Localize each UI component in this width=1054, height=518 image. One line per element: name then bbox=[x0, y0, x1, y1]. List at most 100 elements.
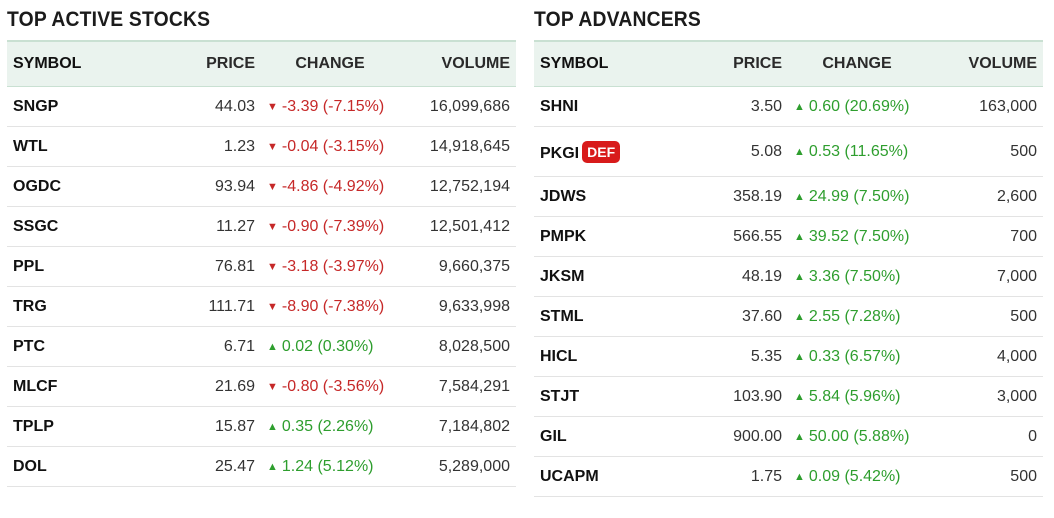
volume-cell: 500 bbox=[926, 126, 1043, 177]
triangle-up-icon: ▲ bbox=[267, 420, 278, 433]
change-cell: ▲ 1.24 (5.12%) bbox=[261, 446, 399, 487]
change-cell: ▼ -0.80 (-3.56%) bbox=[261, 366, 399, 407]
table-header-row: SYMBOL PRICE CHANGE VOLUME bbox=[7, 40, 516, 87]
change-value: -4.86 (-4.92%) bbox=[281, 177, 385, 195]
table-row[interactable]: STML 37.60 ▲ 2.55 (7.28%) 500 bbox=[534, 296, 1043, 337]
volume-cell: 9,633,998 bbox=[399, 286, 516, 327]
symbol-link[interactable]: UCAPM bbox=[540, 467, 599, 485]
table-row[interactable]: SNGP 44.03 ▼ -3.39 (-7.15%) 16,099,686 bbox=[7, 86, 516, 127]
table-row[interactable]: SHNI 3.50 ▲ 0.60 (20.69%) 163,000 bbox=[534, 86, 1043, 127]
symbol-cell: MLCF bbox=[7, 366, 117, 407]
table-row[interactable]: PKGI DEF 5.08 ▲ 0.53 (11.65%) 500 bbox=[534, 126, 1043, 177]
symbol-link[interactable]: MLCF bbox=[13, 377, 58, 395]
symbol-link[interactable]: TRG bbox=[13, 297, 47, 315]
triangle-down-icon: ▼ bbox=[267, 140, 278, 153]
change-cell: ▲ 0.09 (5.42%) bbox=[788, 456, 926, 497]
change-cell: ▲ 39.52 (7.50%) bbox=[788, 216, 926, 257]
table-row[interactable]: STJT 103.90 ▲ 5.84 (5.96%) 3,000 bbox=[534, 376, 1043, 417]
volume-cell: 500 bbox=[926, 296, 1043, 337]
change-cell: ▲ 0.53 (11.65%) bbox=[788, 126, 926, 177]
symbol-cell: PPL bbox=[7, 246, 117, 287]
symbol-cell: PKGI DEF bbox=[534, 126, 644, 177]
symbol-header[interactable]: SYMBOL bbox=[534, 40, 644, 87]
change-cell: ▼ -4.86 (-4.92%) bbox=[261, 166, 399, 207]
price-cell: 5.08 bbox=[644, 126, 788, 177]
table-row[interactable]: TPLP 15.87 ▲ 0.35 (2.26%) 7,184,802 bbox=[7, 406, 516, 447]
volume-cell: 8,028,500 bbox=[399, 326, 516, 367]
triangle-down-icon: ▼ bbox=[267, 380, 278, 393]
advancers-body: SHNI 3.50 ▲ 0.60 (20.69%) 163,000 PKGI DEF 5.08… bbox=[534, 86, 1043, 497]
symbol-cell: PTC bbox=[7, 326, 117, 367]
price-header[interactable]: PRICE bbox=[117, 40, 261, 87]
symbol-link[interactable]: PKGI bbox=[540, 144, 580, 162]
table-row[interactable]: JDWS 358.19 ▲ 24.99 (7.50%) 2,600 bbox=[534, 176, 1043, 217]
triangle-down-icon: ▼ bbox=[267, 220, 278, 233]
symbol-link[interactable]: HICL bbox=[540, 347, 578, 365]
volume-cell: 7,584,291 bbox=[399, 366, 516, 407]
symbol-link[interactable]: JDWS bbox=[540, 187, 587, 205]
symbol-cell: STML bbox=[534, 296, 644, 337]
triangle-up-icon: ▲ bbox=[794, 230, 805, 243]
symbol-link[interactable]: PTC bbox=[13, 337, 45, 355]
price-cell: 44.03 bbox=[117, 86, 261, 127]
change-cell: ▼ -3.18 (-3.97%) bbox=[261, 246, 399, 287]
price-cell: 21.69 bbox=[117, 366, 261, 407]
table-row[interactable]: OGDC 93.94 ▼ -4.86 (-4.92%) 12,752,194 bbox=[7, 166, 516, 207]
table-row[interactable]: PMPK 566.55 ▲ 39.52 (7.50%) 700 bbox=[534, 216, 1043, 257]
triangle-up-icon: ▲ bbox=[794, 310, 805, 323]
symbol-link[interactable]: PPL bbox=[13, 257, 45, 275]
change-value: 0.35 (2.26%) bbox=[281, 417, 374, 435]
volume-header[interactable]: VOLUME bbox=[926, 40, 1043, 87]
table-row[interactable]: UCAPM 1.75 ▲ 0.09 (5.42%) 500 bbox=[534, 456, 1043, 497]
table-row[interactable]: TRG 111.71 ▼ -8.90 (-7.38%) 9,633,998 bbox=[7, 286, 516, 327]
symbol-link[interactable]: STML bbox=[540, 307, 584, 325]
change-cell: ▲ 0.02 (0.30%) bbox=[261, 326, 399, 367]
symbol-link[interactable]: SHNI bbox=[540, 97, 579, 115]
symbol-link[interactable]: GIL bbox=[540, 427, 567, 445]
symbol-cell: JDWS bbox=[534, 176, 644, 217]
table-row[interactable]: DOL 25.47 ▲ 1.24 (5.12%) 5,289,000 bbox=[7, 446, 516, 487]
change-cell: ▲ 24.99 (7.50%) bbox=[788, 176, 926, 217]
symbol-header[interactable]: SYMBOL bbox=[7, 40, 117, 87]
symbol-link[interactable]: WTL bbox=[13, 137, 48, 155]
volume-cell: 5,289,000 bbox=[399, 446, 516, 487]
symbol-link[interactable]: DOL bbox=[13, 457, 47, 475]
triangle-up-icon: ▲ bbox=[267, 340, 278, 353]
price-cell: 900.00 bbox=[644, 416, 788, 457]
symbol-link[interactable]: TPLP bbox=[13, 417, 54, 435]
volume-cell: 12,501,412 bbox=[399, 206, 516, 247]
table-row[interactable]: MLCF 21.69 ▼ -0.80 (-3.56%) 7,584,291 bbox=[7, 366, 516, 407]
table-row[interactable]: GIL 900.00 ▲ 50.00 (5.88%) 0 bbox=[534, 416, 1043, 457]
change-value: -0.80 (-3.56%) bbox=[281, 377, 385, 395]
triangle-up-icon: ▲ bbox=[794, 145, 805, 158]
symbol-link[interactable]: STJT bbox=[540, 387, 580, 405]
symbol-link[interactable]: PMPK bbox=[540, 227, 587, 245]
table-row[interactable]: PTC 6.71 ▲ 0.02 (0.30%) 8,028,500 bbox=[7, 326, 516, 367]
change-cell: ▲ 5.84 (5.96%) bbox=[788, 376, 926, 417]
change-header[interactable]: CHANGE bbox=[788, 40, 926, 87]
price-header[interactable]: PRICE bbox=[644, 40, 788, 87]
symbol-link[interactable]: SNGP bbox=[13, 97, 59, 115]
change-value: 5.84 (5.96%) bbox=[808, 387, 901, 405]
symbol-link[interactable]: SSGC bbox=[13, 217, 59, 235]
volume-header[interactable]: VOLUME bbox=[399, 40, 516, 87]
price-cell: 25.47 bbox=[117, 446, 261, 487]
table-row[interactable]: HICL 5.35 ▲ 0.33 (6.57%) 4,000 bbox=[534, 336, 1043, 377]
symbol-link[interactable]: OGDC bbox=[13, 177, 61, 195]
symbol-link[interactable]: JKSM bbox=[540, 267, 585, 285]
change-value: 2.55 (7.28%) bbox=[808, 307, 901, 325]
change-header[interactable]: CHANGE bbox=[261, 40, 399, 87]
table-row[interactable]: SSGC 11.27 ▼ -0.90 (-7.39%) 12,501,412 bbox=[7, 206, 516, 247]
table-row[interactable]: PPL 76.81 ▼ -3.18 (-3.97%) 9,660,375 bbox=[7, 246, 516, 287]
volume-cell: 700 bbox=[926, 216, 1043, 257]
change-value: 1.24 (5.12%) bbox=[281, 457, 374, 475]
triangle-down-icon: ▼ bbox=[267, 300, 278, 313]
volume-cell: 16,099,686 bbox=[399, 86, 516, 127]
table-row[interactable]: JKSM 48.19 ▲ 3.36 (7.50%) 7,000 bbox=[534, 256, 1043, 297]
symbol-cell: STJT bbox=[534, 376, 644, 417]
default-badge: DEF bbox=[582, 140, 621, 163]
symbol-cell: GIL bbox=[534, 416, 644, 457]
change-value: 50.00 (5.88%) bbox=[808, 427, 910, 445]
change-cell: ▼ -8.90 (-7.38%) bbox=[261, 286, 399, 327]
table-row[interactable]: WTL 1.23 ▼ -0.04 (-3.15%) 14,918,645 bbox=[7, 126, 516, 167]
